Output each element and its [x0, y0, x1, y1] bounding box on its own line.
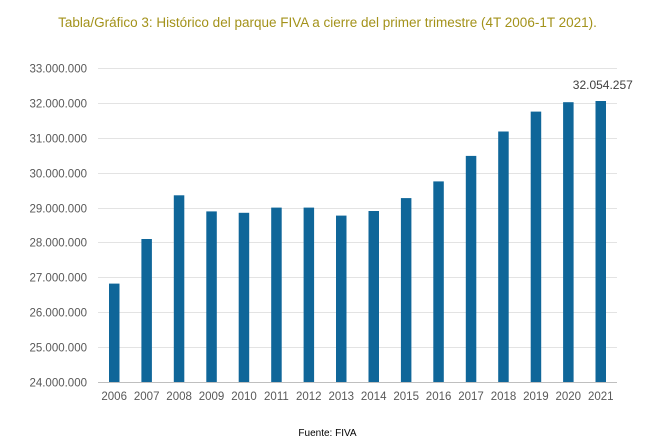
- bar-2018: [498, 131, 509, 382]
- x-tick-label: 2009: [199, 391, 225, 403]
- y-tick-label: 26.000.000: [29, 308, 87, 320]
- y-tick-label: 31.000.000: [29, 134, 87, 146]
- y-tick-label: 25.000.000: [29, 343, 87, 355]
- bar-2016: [433, 181, 444, 382]
- y-tick-label: 27.000.000: [29, 273, 87, 285]
- x-tick-label: 2019: [523, 391, 549, 403]
- x-tick-label: 2014: [361, 391, 387, 403]
- x-tick-label: 2017: [458, 391, 484, 403]
- x-tick-label: 2011: [264, 391, 289, 403]
- x-tick-label: 2020: [556, 391, 582, 403]
- y-tick-label: 29.000.000: [29, 204, 87, 216]
- bar-2006: [109, 283, 120, 382]
- bar-2010: [238, 212, 250, 382]
- bar-2013: [336, 215, 347, 382]
- gridlines: [98, 68, 617, 383]
- bar-2008: [173, 195, 185, 382]
- bar-2021: [595, 101, 606, 382]
- bar-2011: [271, 207, 282, 382]
- bar-2009: [206, 211, 217, 382]
- y-tick-label: 30.000.000: [29, 169, 87, 181]
- y-tick-label: 33.000.000: [29, 64, 87, 76]
- chart-title: Tabla/Gráfico 3: Histórico del parque FI…: [58, 15, 597, 30]
- source-note: Fuente: FIVA: [298, 428, 357, 439]
- x-tick-label: 2013: [329, 391, 355, 403]
- x-axis-tick-labels: 2006 2007 2008 2009 2010 2011 2012 2013 2014 2015…: [101, 391, 613, 403]
- x-tick-label: 2012: [296, 391, 322, 403]
- bar-2019: [530, 111, 542, 382]
- y-axis-tick-labels: 24.000.000 25.000.000 26.000.000 27.000.000…: [29, 64, 87, 390]
- x-tick-label: 2010: [231, 391, 257, 403]
- x-tick-label: 2015: [393, 391, 419, 403]
- data-label-2021: 32.054.257: [573, 78, 633, 92]
- bar-2017: [465, 155, 477, 382]
- data-labels: 32.054.257: [573, 78, 633, 92]
- x-tick-label: 2018: [491, 391, 517, 403]
- x-tick-label: 2016: [426, 391, 452, 403]
- x-tick-label: 2021: [588, 391, 614, 403]
- y-tick-label: 28.000.000: [29, 238, 87, 250]
- bar-2020: [563, 102, 574, 382]
- y-tick-label: 32.000.000: [29, 99, 87, 111]
- bar-2014: [368, 211, 379, 382]
- bar-2012: [303, 207, 315, 382]
- bars: [109, 101, 606, 382]
- x-tick-label: 2006: [101, 391, 127, 403]
- bar-2015: [400, 198, 412, 382]
- x-tick-label: 2007: [134, 391, 160, 403]
- y-tick-label: 24.000.000: [29, 378, 87, 390]
- bar-2007: [141, 239, 152, 382]
- x-tick-label: 2008: [166, 391, 192, 403]
